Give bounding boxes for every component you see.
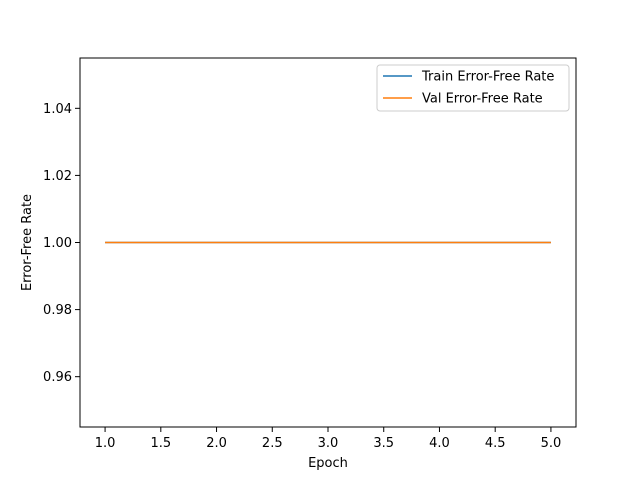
x-tick-label: 5.0	[541, 436, 562, 451]
legend: Train Error-Free Rate Val Error-Free Rat…	[376, 64, 570, 112]
x-axis-ticks: 1.0 1.5 2.0 2.5 3.0 3.5 4.0 4.5 5.0	[95, 427, 562, 451]
x-tick-label: 1.5	[150, 436, 171, 451]
x-tick-label: 3.5	[373, 436, 394, 451]
legend-label-train: Train Error-Free Rate	[421, 70, 554, 85]
y-tick-label: 0.96	[43, 370, 72, 385]
y-axis-ticks: 0.96 0.98 1.00 1.02 1.04	[43, 102, 80, 385]
x-tick-label: 1.0	[95, 436, 116, 451]
x-tick-label: 4.5	[485, 436, 506, 451]
legend-box	[376, 64, 570, 112]
legend-label-val: Val Error-Free Rate	[422, 92, 543, 107]
y-tick-label: 1.04	[43, 102, 72, 117]
y-tick-label: 0.98	[43, 303, 72, 318]
x-tick-label: 3.0	[318, 436, 339, 451]
x-tick-label: 4.0	[429, 436, 450, 451]
x-tick-label: 2.0	[206, 436, 227, 451]
y-tick-label: 1.02	[43, 169, 72, 184]
y-axis-label: Error-Free Rate	[20, 194, 35, 291]
x-axis-label: Epoch	[308, 456, 348, 471]
x-tick-label: 2.5	[262, 436, 283, 451]
y-tick-label: 1.00	[43, 236, 72, 251]
